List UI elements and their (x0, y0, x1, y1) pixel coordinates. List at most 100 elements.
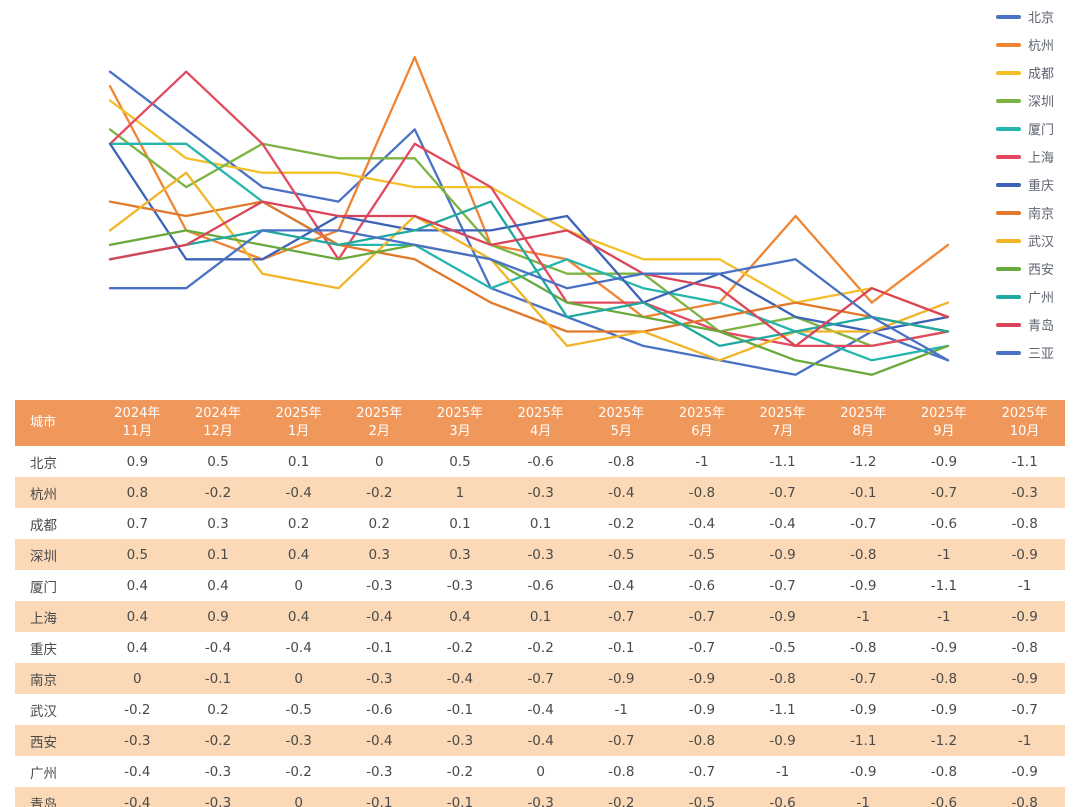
value-cell: -0.9 (1011, 608, 1038, 625)
value-cell: -0.3 (446, 732, 474, 749)
value-cell: -0.7 (688, 608, 716, 625)
value-cell: -0.9 (930, 701, 958, 718)
line-series-上海 (108, 70, 950, 348)
value-cell: -0.7 (769, 484, 796, 501)
legend-line-icon (996, 322, 1021, 327)
value-cell: -0.2 (608, 794, 635, 807)
legend-line-icon (996, 294, 1021, 299)
value-cell: -0.4 (285, 639, 312, 656)
value-cell: 0.1 (529, 515, 552, 532)
legend-item-深圳[interactable]: 深圳 (996, 92, 1076, 110)
column-header-month: 2025年 10月 (984, 400, 1065, 447)
column-header-month: 2025年 3月 (419, 400, 501, 447)
table-body: 北京 0.9 0.5 0.1 0 0.5 -0.6 -0.8 -1 -1.1 -1.2 -0.9 -1.… (15, 446, 1065, 807)
line-series-西安 (108, 229, 950, 376)
value-cell: 0.1 (287, 453, 310, 470)
value-cell: -0.1 (850, 484, 877, 501)
value-cell: -0.6 (527, 453, 554, 470)
value-cell: -0.9 (688, 670, 716, 687)
value-cell: 1 (455, 484, 465, 501)
value-cell: -1 (937, 546, 951, 563)
column-header-month: 2025年 8月 (822, 400, 904, 447)
value-cell: -0.5 (688, 794, 716, 807)
legend-label: 武汉 (1028, 235, 1055, 250)
value-cell: -0.9 (769, 732, 796, 749)
legend-item-成都[interactable]: 成都 (996, 64, 1076, 82)
value-cell: -0.1 (366, 794, 393, 807)
legend-label: 南京 (1028, 207, 1055, 222)
value-cell: -0.3 (527, 794, 554, 807)
value-cell: -1.1 (769, 701, 796, 718)
value-cell: -1 (1017, 732, 1032, 749)
value-cell: -1 (695, 453, 709, 470)
legend-item-广州[interactable]: 广州 (996, 288, 1076, 306)
value-cell: -1.1 (930, 577, 958, 594)
column-header-month: 2024年 12月 (177, 400, 259, 447)
legend-item-北京[interactable]: 北京 (996, 8, 1076, 26)
value-cell: -0.4 (124, 794, 151, 807)
value-cell: -0.4 (285, 484, 312, 501)
legend-label: 西安 (1028, 263, 1055, 278)
legend-label: 深圳 (1028, 95, 1055, 110)
legend-line-icon (996, 210, 1021, 215)
value-cell: -0.7 (688, 763, 716, 780)
legend-item-重庆[interactable]: 重庆 (996, 176, 1076, 194)
value-cell: -0.1 (204, 670, 232, 687)
city-cell: 南京 (30, 672, 57, 689)
value-cell: -0.4 (124, 763, 151, 780)
legend-item-厦门[interactable]: 厦门 (996, 120, 1076, 138)
value-cell: -0.9 (769, 608, 796, 625)
value-cell: -0.2 (446, 763, 474, 780)
value-cell: -1.2 (930, 732, 958, 749)
line-series-南京 (108, 200, 950, 333)
value-cell: -0.9 (608, 670, 635, 687)
legend-label: 上海 (1028, 151, 1055, 166)
value-cell: -0.7 (608, 732, 635, 749)
value-cell: -1 (775, 763, 790, 780)
value-cell: -0.9 (850, 763, 877, 780)
table-row-武汉: 武汉 -0.2 0.2 -0.5 -0.6 -0.1 -0.4 -1 -0.9 -1.1 -0.9 -… (15, 694, 1065, 725)
legend-line-icon (996, 238, 1021, 243)
table-row-广州: 广州 -0.4 -0.3 -0.2 -0.3 -0.2 0 -0.8 -0.7 -1 -0.9 -0.… (15, 756, 1065, 787)
value-cell: -0.8 (1011, 639, 1038, 656)
value-cell: -0.2 (204, 484, 232, 501)
value-cell: 0.8 (126, 484, 149, 501)
line-series-武汉 (108, 171, 950, 362)
value-cell: -0.7 (608, 608, 635, 625)
city-cell: 深圳 (30, 548, 57, 565)
value-cell: -0.8 (850, 639, 877, 656)
value-cell: 0 (294, 670, 303, 687)
legend-item-西安[interactable]: 西安 (996, 260, 1076, 278)
city-cell: 厦门 (30, 579, 57, 596)
value-cell: -0.3 (527, 546, 554, 563)
value-cell: -0.1 (446, 794, 474, 807)
line-series-成都 (108, 99, 950, 319)
value-cell: -0.9 (1011, 763, 1038, 780)
value-cell: -0.3 (204, 763, 232, 780)
legend-item-杭州[interactable]: 杭州 (996, 36, 1076, 54)
city-cell: 上海 (30, 610, 57, 627)
value-cell: -0.6 (688, 577, 716, 594)
legend-line-icon (996, 98, 1021, 103)
value-cell: -1.1 (850, 732, 877, 749)
column-header-month: 2025年 6月 (661, 400, 743, 447)
value-cell: -0.8 (688, 484, 716, 501)
value-cell: -0.9 (930, 453, 958, 470)
value-cell: -0.8 (688, 732, 716, 749)
column-header-month: 2025年 7月 (742, 400, 823, 447)
legend-item-南京[interactable]: 南京 (996, 204, 1076, 222)
value-cell: 0.1 (449, 515, 471, 532)
legend-item-上海[interactable]: 上海 (996, 148, 1076, 166)
value-cell: -0.9 (1011, 546, 1038, 563)
value-cell: -0.4 (446, 670, 474, 687)
legend-line-icon (996, 266, 1021, 271)
city-cell: 广州 (30, 765, 57, 782)
legend-item-青岛[interactable]: 青岛 (996, 316, 1076, 334)
value-cell: -1 (856, 794, 870, 807)
value-cell: -0.3 (366, 763, 393, 780)
line-series-青岛 (108, 200, 950, 348)
value-cell: -0.5 (688, 546, 716, 563)
legend-item-武汉[interactable]: 武汉 (996, 232, 1076, 250)
value-cell: -1.1 (1011, 453, 1038, 470)
legend-item-三亚[interactable]: 三亚 (996, 344, 1076, 362)
